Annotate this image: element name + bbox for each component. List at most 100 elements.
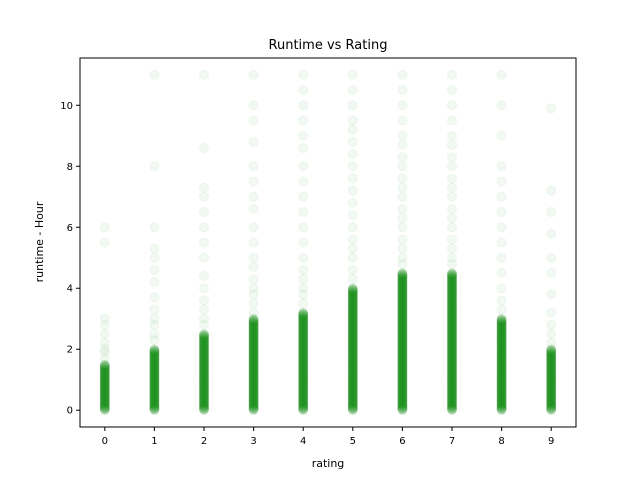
data-point xyxy=(99,366,110,377)
data-point xyxy=(149,347,160,358)
data-point xyxy=(298,380,309,391)
data-point xyxy=(248,388,259,399)
data-point xyxy=(149,391,160,402)
data-point xyxy=(149,357,160,368)
data-point xyxy=(149,377,160,388)
data-point xyxy=(347,69,358,80)
data-point xyxy=(199,375,209,386)
data-point xyxy=(199,368,209,379)
data-point xyxy=(248,319,259,330)
data-point xyxy=(298,343,309,354)
data-point xyxy=(99,386,110,397)
data-point xyxy=(99,380,110,391)
data-point xyxy=(99,379,110,390)
data-point xyxy=(496,100,507,111)
data-point xyxy=(298,328,309,339)
data-point xyxy=(447,100,457,111)
data-point xyxy=(149,389,160,400)
data-point xyxy=(298,373,309,384)
data-point xyxy=(248,318,259,329)
data-point xyxy=(149,390,160,401)
data-point xyxy=(248,360,259,371)
data-point xyxy=(248,390,259,401)
data-point xyxy=(199,354,209,365)
data-point xyxy=(199,393,209,404)
data-point xyxy=(248,339,259,350)
data-point xyxy=(298,348,309,359)
data-point xyxy=(199,366,209,377)
data-point xyxy=(149,380,160,391)
data-point xyxy=(199,343,209,354)
data-point xyxy=(248,382,259,393)
x-tick-label: 8 xyxy=(498,436,504,447)
data-point xyxy=(248,342,259,353)
data-point xyxy=(298,353,309,364)
data-point xyxy=(298,357,309,368)
data-point xyxy=(298,371,309,382)
data-point xyxy=(199,388,209,399)
data-point xyxy=(149,369,160,380)
data-point xyxy=(298,366,309,377)
data-point xyxy=(248,360,259,371)
data-point xyxy=(149,354,160,365)
data-point xyxy=(199,371,209,382)
data-point xyxy=(248,325,259,336)
data-point xyxy=(99,371,110,382)
data-point xyxy=(248,364,259,375)
data-point xyxy=(298,386,309,397)
data-point xyxy=(248,289,259,300)
y-tick-label: 0 xyxy=(67,406,73,417)
data-point xyxy=(149,378,160,389)
data-point xyxy=(298,389,309,400)
data-point xyxy=(199,382,209,393)
data-point xyxy=(248,348,259,359)
data-point xyxy=(248,397,259,408)
data-point xyxy=(199,304,209,315)
data-point xyxy=(298,388,309,399)
data-point xyxy=(248,393,259,404)
data-point xyxy=(149,405,160,416)
data-point xyxy=(298,392,309,403)
data-point xyxy=(199,379,209,390)
data-point xyxy=(248,343,259,354)
data-point xyxy=(149,368,160,379)
data-point xyxy=(149,391,160,402)
data-point xyxy=(199,339,209,350)
data-point xyxy=(298,384,309,395)
data-point xyxy=(397,252,408,263)
data-point xyxy=(298,392,309,403)
data-point xyxy=(248,354,259,365)
data-point xyxy=(199,348,209,359)
data-point xyxy=(199,347,209,358)
data-point xyxy=(248,353,259,364)
data-point xyxy=(248,323,259,334)
data-point xyxy=(298,395,309,406)
data-point xyxy=(298,396,309,407)
data-point xyxy=(149,404,160,415)
data-point xyxy=(149,365,160,376)
data-point xyxy=(149,387,160,398)
data-point xyxy=(298,347,309,358)
data-point xyxy=(149,366,160,377)
data-point xyxy=(199,383,209,394)
data-point xyxy=(199,370,209,381)
data-point xyxy=(199,382,209,393)
data-point xyxy=(149,365,160,376)
data-point xyxy=(248,404,259,415)
data-point xyxy=(199,337,209,348)
data-point xyxy=(149,363,160,374)
data-point xyxy=(298,329,309,340)
data-point xyxy=(248,393,259,404)
data-point xyxy=(298,378,309,389)
data-point xyxy=(99,367,110,378)
data-point xyxy=(298,382,309,393)
data-point xyxy=(149,400,160,411)
data-point xyxy=(199,355,209,366)
data-point xyxy=(298,350,309,361)
data-point xyxy=(99,368,110,379)
data-points xyxy=(99,69,557,416)
data-point xyxy=(248,397,259,408)
data-point xyxy=(199,402,209,413)
data-point xyxy=(149,398,160,409)
data-point xyxy=(199,351,209,362)
